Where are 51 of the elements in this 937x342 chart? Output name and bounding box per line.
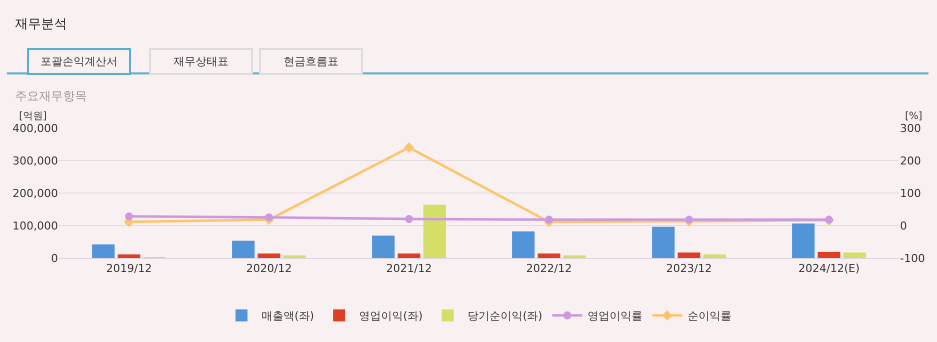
x-tick-label: 2019/12 — [106, 262, 152, 276]
bar — [818, 252, 840, 258]
bar — [563, 255, 586, 258]
x-tick-label: 2020/12 — [246, 262, 292, 276]
y2-tick-label: -100 — [900, 252, 925, 265]
bar — [512, 231, 535, 258]
legend-label: 영업이익률 — [587, 310, 642, 323]
x-tick-label: 2024/12(E) — [798, 262, 860, 276]
bar — [703, 254, 726, 258]
bar — [118, 254, 140, 258]
y-tick-label: 100,000 — [12, 219, 58, 232]
y2-tick-label: 0 — [900, 219, 907, 232]
y2-tick-label: 300 — [900, 122, 921, 135]
bar — [92, 244, 115, 258]
bar — [398, 253, 420, 258]
y2-tick-label: 200 — [900, 154, 921, 168]
legend-label: 영업이익(좌) — [359, 310, 423, 323]
point — [545, 216, 553, 224]
x-tick-label: 2021/12 — [386, 262, 432, 276]
y2-axis-title: [%] — [905, 111, 922, 122]
legend-label: 당기순이익(좌) — [468, 310, 542, 323]
x-tick-label: 2022/12 — [526, 262, 572, 276]
bar — [792, 224, 815, 258]
text: 현금흐름표 — [284, 55, 338, 68]
legend-label: 순이익률 — [687, 310, 732, 323]
point — [125, 212, 133, 220]
text: 재무상태표 — [174, 55, 228, 68]
bar — [843, 252, 866, 258]
point — [404, 142, 414, 153]
bar — [678, 252, 700, 258]
y2-tick-label: 100 — [900, 186, 921, 200]
point — [405, 215, 413, 223]
chart-subtitle: 주요재무항목 — [15, 89, 87, 103]
y-tick-label: 400,000 — [12, 122, 58, 135]
text: 포괄손익계산서 — [40, 55, 118, 68]
x-tick-label: 2023/12 — [666, 262, 712, 276]
y-axis-title: [억원] — [19, 111, 47, 122]
y-tick-label: 300,000 — [12, 154, 58, 168]
point — [265, 213, 273, 222]
bar — [538, 253, 560, 258]
y-tick-label: 200,000 — [12, 186, 58, 200]
bar — [372, 236, 395, 258]
legend-label: 매출액(좌) — [262, 310, 314, 323]
point — [685, 216, 693, 224]
bar — [232, 240, 255, 258]
bar — [423, 204, 446, 258]
chart-title: 재무분석 — [15, 17, 67, 32]
bar — [652, 226, 675, 258]
bar — [258, 253, 280, 258]
bar — [283, 255, 306, 258]
y-tick-label: 0 — [51, 252, 58, 265]
